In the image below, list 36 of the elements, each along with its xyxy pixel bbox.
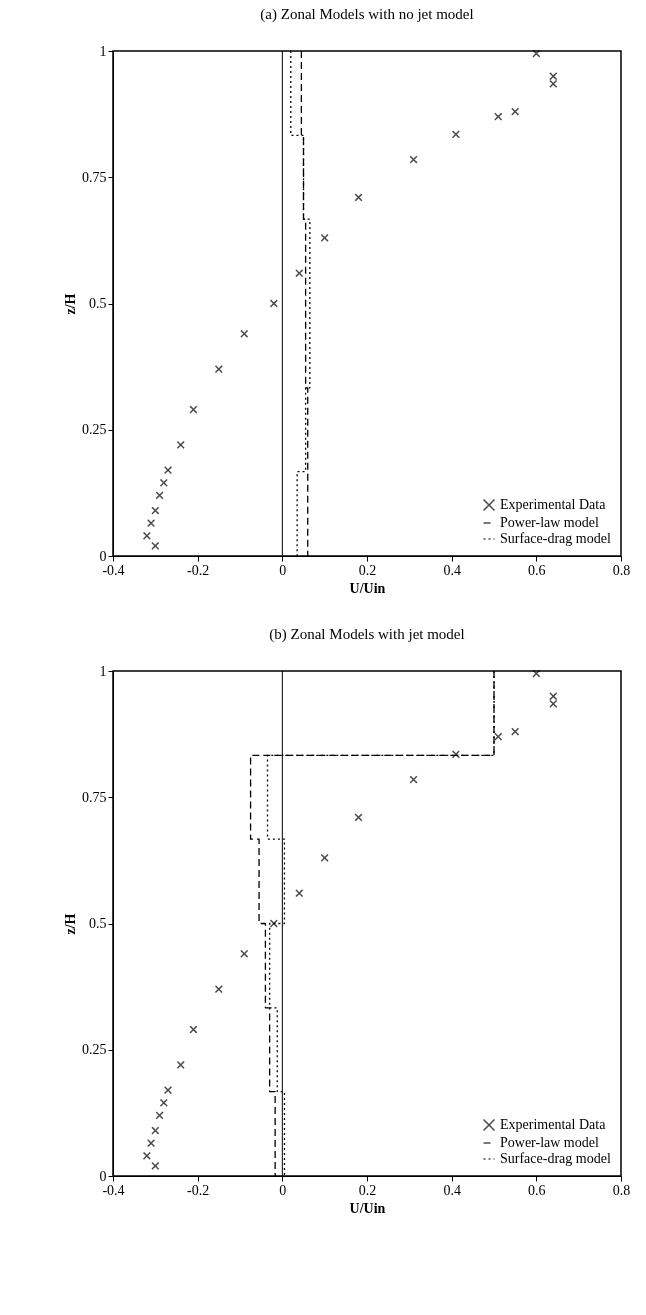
x-tick-label: 0.4 [443,562,461,578]
x-tick-label: 0.6 [528,1182,546,1198]
y-tick-label: 0.5 [89,296,107,311]
y-tick-label: 0.75 [82,169,107,185]
y-tick-label: 0.25 [82,422,107,438]
legend-label: Surface-drag model [500,1151,611,1166]
legend-label: Surface-drag model [500,531,611,546]
y-axis-title: z/H [63,913,78,935]
legend-label: Power-law model [500,1135,599,1150]
x-tick-label: 0 [279,562,287,578]
x-tick-label: -0.2 [187,562,210,578]
legend-label: Power-law model [500,515,599,530]
x-tick-label: 0 [279,1182,287,1198]
x-tick-label: 0.8 [612,1182,631,1198]
y-tick-label: 0.25 [82,1042,107,1058]
x-axis-title: U/Uin [349,1200,386,1216]
y-axis-title: z/H [63,293,78,315]
y-tick-label: 0.5 [89,916,107,931]
y-tick-label: 1 [99,663,107,679]
x-tick-label: -0.4 [102,1182,125,1198]
y-tick-label: 1 [99,43,107,59]
chart-title: (a) Zonal Models with no jet model [260,6,474,23]
y-tick-label: 0 [99,1168,107,1184]
x-tick-label: -0.4 [102,562,125,578]
chart-title: (b) Zonal Models with jet model [269,626,465,643]
y-tick-label: 0.75 [82,789,107,805]
legend-label: Experimental Data [500,497,607,512]
x-axis-title: U/Uin [349,580,386,596]
x-tick-label: -0.2 [187,1182,210,1198]
x-tick-label: 0.8 [612,562,631,578]
x-tick-label: 0.2 [358,1182,377,1198]
y-tick-label: 0 [99,548,107,564]
x-tick-label: 0.2 [358,562,377,578]
legend-label: Experimental Data [500,1117,607,1132]
x-tick-label: 0.6 [528,562,546,578]
x-tick-label: 0.4 [443,1182,461,1198]
